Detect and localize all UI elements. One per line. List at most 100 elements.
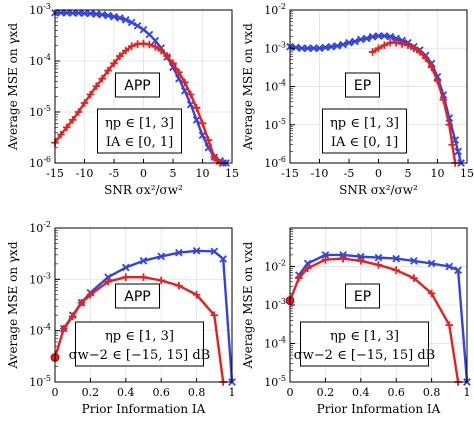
- data-point-blue: [333, 42, 342, 50]
- data-point-red: [410, 274, 418, 282]
- data-point-blue: [139, 256, 148, 265]
- x-axis-label: Prior Information IA: [317, 402, 441, 416]
- data-point-blue: [133, 21, 142, 30]
- x-tick-label: 15: [460, 167, 474, 180]
- data-point-blue: [104, 11, 112, 20]
- data-point-red: [210, 311, 219, 320]
- y-tick-label: 10-4: [29, 53, 51, 68]
- x-tick-label: 0: [52, 386, 59, 399]
- data-point-red: [303, 264, 312, 273]
- data-point-red: [398, 40, 406, 48]
- annotation-box: [75, 321, 204, 367]
- y-tick-label: 10-5: [264, 117, 286, 132]
- data-point-red: [163, 52, 171, 60]
- data-point-blue: [192, 116, 201, 124]
- method-tag: APP: [124, 78, 150, 94]
- data-point-red: [421, 54, 430, 62]
- y-axis-label: Average MSE on vxd: [241, 23, 255, 151]
- data-point-blue: [410, 257, 418, 265]
- annotation-line: IA ∈ [0, 1]: [331, 135, 398, 150]
- data-point-red: [439, 95, 448, 104]
- x-tick-label: -10: [76, 167, 94, 180]
- method-tag: EP: [354, 289, 371, 305]
- data-point-red: [169, 59, 177, 68]
- data-point-red: [157, 46, 165, 55]
- data-point-blue: [380, 32, 389, 40]
- data-point-red: [339, 254, 347, 263]
- x-tick-label: -15: [46, 167, 64, 180]
- annotation-box: [97, 108, 182, 154]
- data-point-blue: [303, 259, 312, 268]
- data-point-red: [368, 48, 377, 56]
- data-point-blue: [392, 34, 401, 43]
- x-axis-label: SNR σx²/σw²: [104, 183, 183, 197]
- data-point-red: [175, 281, 183, 290]
- data-point-blue: [80, 9, 89, 18]
- data-point-blue: [339, 40, 347, 49]
- y-tick-label: 10-5: [29, 104, 51, 119]
- data-point-red: [186, 90, 195, 99]
- method-tag-box: [115, 72, 160, 98]
- data-point-red: [145, 40, 154, 49]
- y-tick-label: 10-4: [264, 79, 286, 94]
- data-point-blue: [74, 9, 83, 17]
- data-point-red: [68, 116, 77, 124]
- y-tick-label: 10-5: [264, 374, 286, 389]
- x-axis-label: Prior Information IA: [82, 402, 206, 416]
- x-tick-label: 5: [170, 167, 177, 180]
- y-tick-label: 10-2: [264, 2, 286, 17]
- data-point-red: [433, 77, 442, 85]
- series-line-red: [371, 41, 457, 164]
- annotation-box: [300, 321, 429, 367]
- data-point-blue: [356, 252, 365, 261]
- data-point-blue: [121, 16, 130, 24]
- data-point-red: [374, 261, 383, 269]
- data-point-red: [192, 290, 201, 299]
- x-tick-label: 0.8: [423, 386, 441, 399]
- data-point-blue: [151, 36, 160, 45]
- data-point-blue: [186, 100, 195, 109]
- x-tick-label: 0.6: [387, 386, 405, 399]
- x-tick-label: -15: [281, 167, 299, 180]
- data-point-red: [127, 42, 136, 51]
- data-point-blue: [145, 30, 154, 39]
- data-point-red: [139, 39, 148, 48]
- data-point-blue: [192, 246, 201, 255]
- data-point-blue: [139, 25, 148, 34]
- annotation-line: ηp ∈ [1, 3]: [105, 116, 174, 131]
- y-tick-label: 10-4: [29, 323, 51, 338]
- data-point-blue: [57, 8, 65, 17]
- data-point-blue: [327, 42, 336, 51]
- data-point-blue: [127, 18, 136, 27]
- x-axis-label: SNR σx²/σw²: [339, 183, 418, 197]
- data-point-blue: [210, 247, 219, 256]
- data-point-blue: [116, 14, 124, 22]
- panel-bottom-right: 0 0.2 0.4 0.6 0.8 1 10-5 10-4 10-3 10-2 Prior Info…: [241, 227, 471, 416]
- data-point-red: [57, 130, 65, 139]
- data-point-red: [60, 324, 68, 333]
- x-tick-label: 0.8: [188, 386, 206, 399]
- x-tick-label: -5: [109, 167, 120, 180]
- data-point-red: [204, 136, 213, 144]
- data-point-red: [122, 273, 130, 282]
- data-point-blue: [321, 251, 330, 259]
- data-point-blue: [362, 34, 371, 43]
- data-point-blue: [392, 254, 401, 263]
- data-point-red: [404, 41, 412, 50]
- data-point-blue: [110, 12, 118, 21]
- data-point-blue: [68, 9, 77, 17]
- annotation-line: IA ∈ [0, 1]: [106, 135, 173, 150]
- data-point-blue: [292, 43, 300, 52]
- data-point-blue: [374, 253, 383, 262]
- method-tag-box: [115, 283, 160, 309]
- y-tick-label: 10-3: [264, 297, 286, 312]
- y-tick-label: 10-3: [29, 2, 51, 17]
- data-point-blue: [356, 35, 365, 44]
- x-tick-label: 0: [375, 167, 382, 180]
- data-point-red: [392, 38, 400, 47]
- method-tag-box: [345, 72, 380, 98]
- x-tick-label: 0.4: [352, 386, 370, 399]
- y-tick-label: 10-4: [264, 336, 286, 351]
- x-tick-label: 1: [229, 386, 236, 399]
